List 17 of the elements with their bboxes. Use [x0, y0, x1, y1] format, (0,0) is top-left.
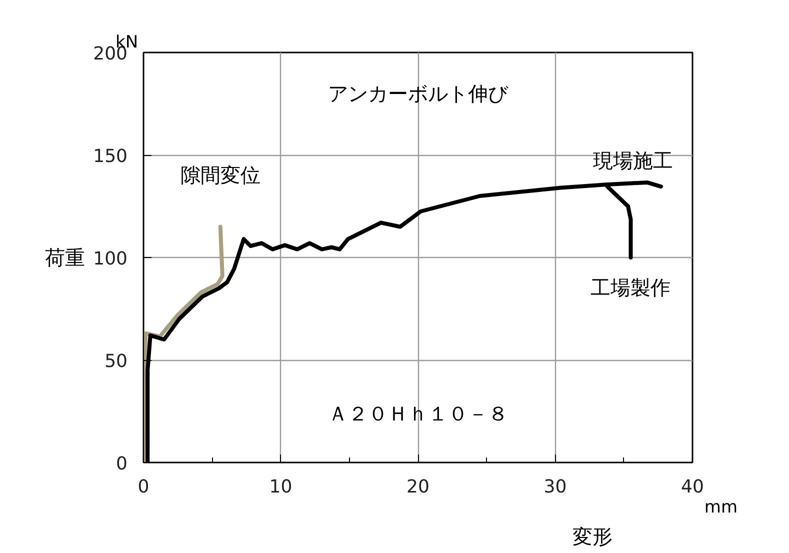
x-tick-label: 0 [138, 476, 150, 498]
annotation: アンカーボルト伸び [328, 82, 509, 106]
x-tick-label: 30 [544, 476, 567, 498]
y-tick-label: 150 [93, 146, 128, 167]
y-axis-title: 荷重 [45, 246, 86, 270]
y-tick-label: 100 [93, 248, 128, 270]
x-tick-label: 10 [269, 476, 292, 498]
x-axis-title: 変形 [572, 524, 612, 548]
y-tick-label: 0 [116, 454, 128, 474]
y-tick-label: 50 [104, 351, 128, 372]
series-label: 現場施工 [592, 148, 673, 173]
text: mm [704, 498, 738, 518]
text: 隙間変位 [180, 162, 260, 187]
x-tick-label: 40 [681, 476, 704, 498]
series-label: 工場製作 [590, 276, 671, 300]
annotation: Ａ２０Ｈｈ１０－８ [328, 401, 508, 426]
x-tick-label: 20 [406, 476, 430, 498]
